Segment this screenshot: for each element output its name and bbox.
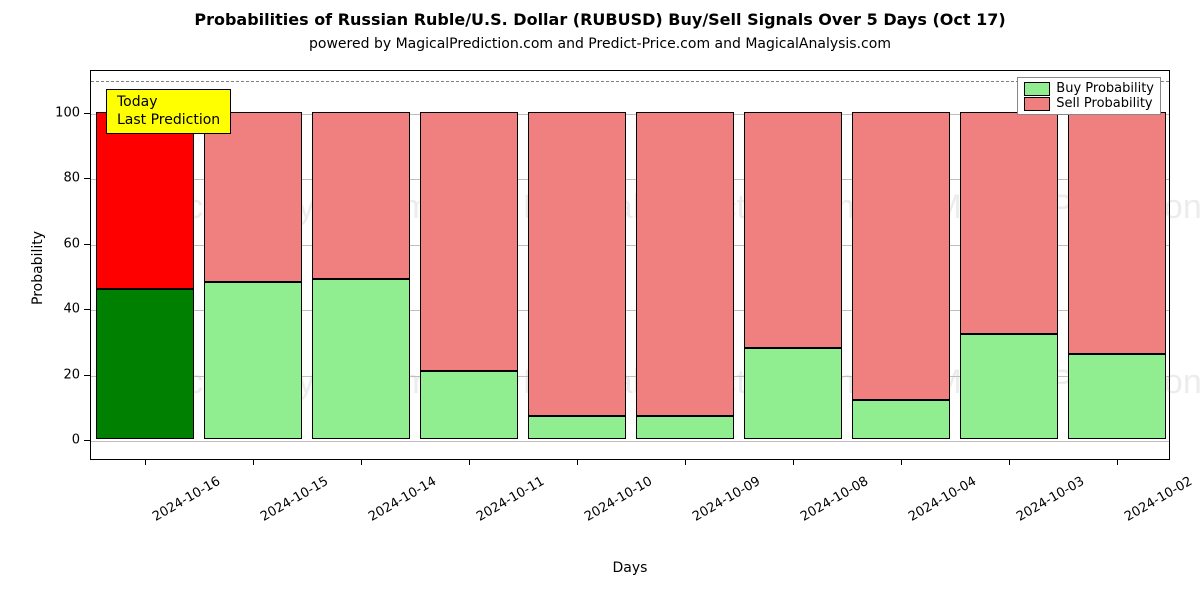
x-tick	[1009, 459, 1010, 465]
y-tick	[84, 113, 90, 114]
bar-buy	[960, 334, 1057, 439]
legend-label-buy: Buy Probability	[1056, 81, 1154, 96]
y-tick-label: 80	[50, 171, 80, 186]
x-tick	[577, 459, 578, 465]
bar-sell	[96, 112, 193, 289]
y-tick	[84, 440, 90, 441]
bar-buy	[744, 348, 841, 440]
x-axis-label: Days	[30, 560, 1200, 576]
y-tick-label: 60	[50, 236, 80, 251]
x-tick	[469, 459, 470, 465]
bar-sell	[960, 112, 1057, 335]
bar-sell	[312, 112, 409, 279]
y-tick	[84, 375, 90, 376]
chart-title: Probabilities of Russian Ruble/U.S. Doll…	[0, 10, 1200, 29]
bar-buy	[312, 279, 409, 440]
y-tick-label: 0	[50, 433, 80, 448]
y-tick	[84, 244, 90, 245]
bar-sell	[528, 112, 625, 417]
today-callout: TodayLast Prediction	[106, 89, 231, 134]
legend-item-buy: Buy Probability	[1024, 81, 1154, 96]
legend-swatch-buy	[1024, 82, 1050, 96]
gridline	[91, 441, 1169, 442]
bar-buy	[96, 289, 193, 440]
bar-sell	[744, 112, 841, 348]
y-tick-label: 100	[50, 105, 80, 120]
legend-label-sell: Sell Probability	[1056, 96, 1152, 111]
bar-buy	[204, 282, 301, 439]
y-tick-label: 20	[50, 367, 80, 382]
reference-line	[91, 81, 1169, 82]
legend-swatch-sell	[1024, 97, 1050, 111]
bar-sell	[204, 112, 301, 282]
chart-subtitle: powered by MagicalPrediction.com and Pre…	[0, 36, 1200, 52]
x-tick	[253, 459, 254, 465]
bar-sell	[420, 112, 517, 371]
x-tick	[685, 459, 686, 465]
y-tick-label: 40	[50, 302, 80, 317]
legend: Buy ProbabilitySell Probability	[1017, 77, 1161, 115]
y-axis-label: Probability	[30, 231, 46, 305]
callout-line2: Last Prediction	[117, 112, 220, 130]
x-tick	[793, 459, 794, 465]
x-tick	[1117, 459, 1118, 465]
bar-sell	[636, 112, 733, 417]
bar-buy	[528, 416, 625, 439]
y-tick	[84, 178, 90, 179]
callout-line1: Today	[117, 94, 220, 112]
legend-item-sell: Sell Probability	[1024, 96, 1154, 111]
bar-buy	[636, 416, 733, 439]
bar-buy	[420, 371, 517, 440]
y-tick	[84, 309, 90, 310]
x-tick	[361, 459, 362, 465]
plot-area: MagicalAnalysis.comMagicalPrediction.com…	[90, 70, 1170, 460]
bar-sell	[852, 112, 949, 400]
bar-buy	[852, 400, 949, 439]
x-tick	[901, 459, 902, 465]
bar-buy	[1068, 354, 1165, 439]
x-tick	[145, 459, 146, 465]
bar-sell	[1068, 112, 1165, 355]
